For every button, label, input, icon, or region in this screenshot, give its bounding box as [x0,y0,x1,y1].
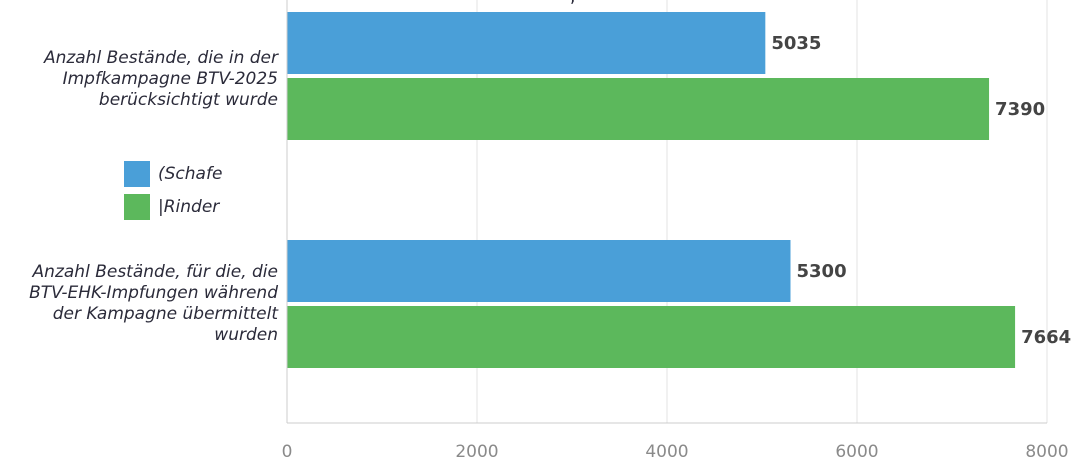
x-tick-label-6000: 6000 [835,442,878,461]
bar-schafe-1 [287,12,766,74]
bar-schafe-2 [287,240,791,302]
data-label-schafe-1: 5035 [771,33,821,54]
data-label-schafe-2: 5300 [797,261,847,282]
x-tick-label-8000: 8000 [1025,442,1068,461]
bar-rinder-1 [287,78,990,140]
category-label-2: Anzahl Bestände, für die, die BTV-EHK-Im… [29,262,278,345]
data-label-rinder-1: 7390 [995,99,1045,120]
legend-item-schafe[interactable]: (Schafe [124,161,222,187]
x-tick-label-0: 0 [282,442,293,461]
legend-item-rinder[interactable]: |Rinder [124,194,219,220]
x-tick-label-4000: 4000 [645,442,688,461]
category-label-1: Anzahl Bestände, die in der Impfkampagne… [43,48,278,110]
legend-swatch-rinder [124,194,150,220]
bar-rinder-2 [287,306,1016,368]
chart-title-clipped: , [570,0,575,7]
data-label-rinder-2: 7664 [1021,327,1071,348]
x-tick-label-2000: 2000 [455,442,498,461]
legend-label-schafe: (Schafe [158,164,223,184]
legend-swatch-schafe [124,161,150,187]
legend-label-rinder: |Rinder [158,197,220,217]
